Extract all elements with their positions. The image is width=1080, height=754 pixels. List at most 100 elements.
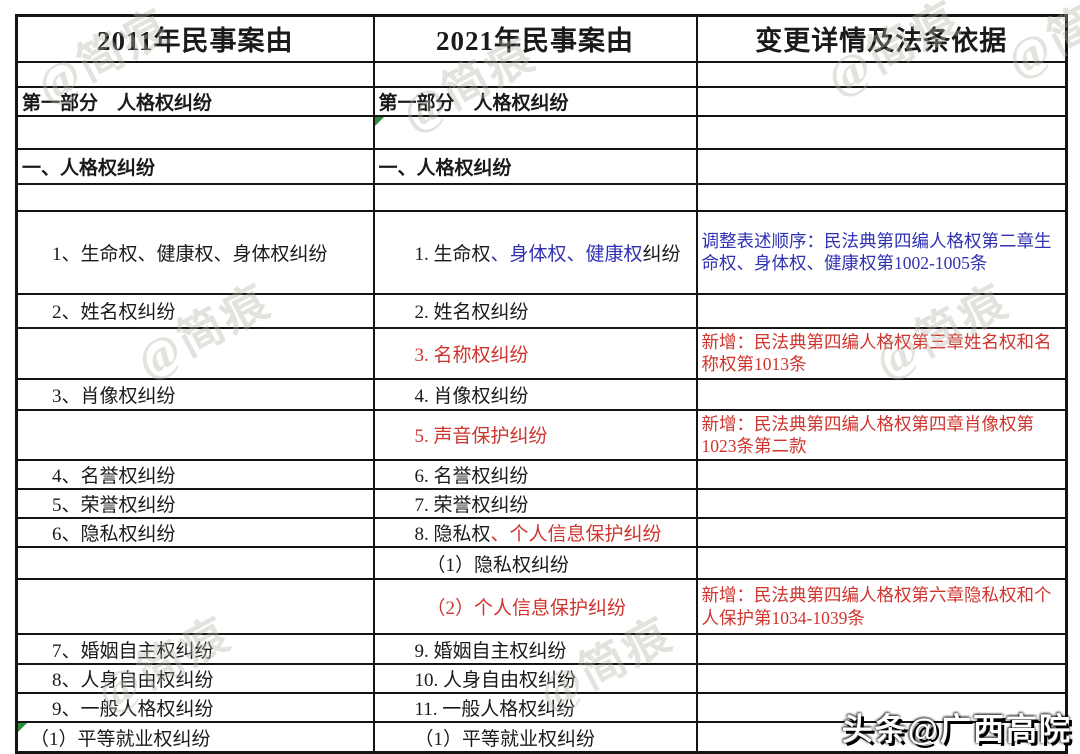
table-cell: 3. 名称权纠纷: [372, 326, 698, 380]
cell-text: 9. 婚姻自主权纠纷: [414, 640, 567, 662]
table-cell: [372, 60, 698, 88]
table-cell: 一、人格权纠纷: [15, 147, 375, 185]
table-row: 4、名誉权纠纷 6. 名誉权纠纷: [15, 459, 1068, 491]
table-cell: 调整表述顺序：民法典第四编人格权第二章生命权、身体权、健康权第1002-1005…: [695, 209, 1068, 295]
table-cell: 2021年民事案由: [372, 14, 698, 63]
table-cell: [15, 546, 375, 581]
table-cell: [695, 147, 1068, 185]
table-cell: [695, 292, 1068, 329]
cell-text: 3、肖像权纠纷: [52, 385, 176, 407]
table-row: （1）平等就业权纠纷 （1）平等就业权纠纷: [15, 721, 1068, 754]
table-row: 第一部分 人格权纠纷 第一部分 人格权纠纷: [15, 85, 1068, 117]
cell-text: 、身体权、健康权: [490, 243, 643, 265]
table-cell: 2、姓名权纠纷: [15, 292, 375, 329]
table-cell: [695, 633, 1068, 666]
cell-text: 3. 名称权纠纷: [414, 344, 529, 366]
table-row: 8、人身自由权纠纷 10. 人身自由权纠纷: [15, 663, 1068, 695]
table-row: 9、一般人格权纠纷 11. 一般人格权纠纷: [15, 692, 1068, 724]
cell-flag-triangle-icon: [18, 724, 27, 733]
table-cell: （1）平等就业权纠纷: [15, 721, 375, 754]
cell-text: 7、婚姻自主权纠纷: [52, 640, 214, 662]
table-row: 3. 名称权纠纷 新增：民法典第四编人格权第三章姓名权和名称权第1013条: [15, 326, 1068, 380]
cell-text: 新增：民法典第四编人格权第三章姓名权和名称权第1013条: [701, 331, 1052, 374]
table-cell: [15, 326, 375, 380]
cell-text: 11. 一般人格权纠纷: [414, 699, 576, 721]
table-cell: [695, 721, 1068, 754]
table-row: （1）隐私权纠纷: [15, 546, 1068, 581]
table-cell: （1）平等就业权纠纷: [372, 721, 698, 754]
table-cell: [695, 377, 1068, 411]
cell-text: （1）平等就业权纠纷: [414, 728, 596, 750]
cell-text: 9、一般人格权纠纷: [52, 699, 214, 721]
table-cell: 6. 名誉权纠纷: [372, 459, 698, 491]
table-cell: 5. 声音保护纠纷: [372, 408, 698, 462]
cell-text: 、个人信息保护纠纷: [490, 524, 662, 546]
table-cell: [15, 60, 375, 88]
table-cell: 4. 肖像权纠纷: [372, 377, 698, 411]
cell-text: 6. 名誉权纠纷: [414, 466, 529, 488]
table-cell: [15, 114, 375, 150]
cell-text: （1）平等就业权纠纷: [30, 728, 211, 750]
table-cell: 11. 一般人格权纠纷: [372, 692, 698, 724]
table-cell: 8. 隐私权、个人信息保护纠纷: [372, 517, 698, 549]
publisher-watermark: 头条@广西高院: [841, 712, 1072, 747]
cell-text: 8、人身自由权纠纷: [52, 670, 214, 692]
cell-text: （1）隐私权纠纷: [426, 554, 570, 576]
table-cell: 9、一般人格权纠纷: [15, 692, 375, 724]
table-row: 3、肖像权纠纷 4. 肖像权纠纷: [15, 377, 1068, 411]
table-row: [15, 60, 1068, 88]
cell-text: 一、人格权纠纷: [22, 157, 156, 179]
table-row: 1、生命权、健康权、身体权纠纷 1. 生命权、身体权、健康权纠纷 调整表述顺序：民法…: [15, 209, 1068, 295]
cell-text: 纠纷: [642, 243, 681, 265]
table-cell: 一、人格权纠纷: [372, 147, 698, 185]
table-cell: 5、荣誉权纠纷: [15, 488, 375, 520]
cell-text: 第一部分 人格权纠纷: [378, 92, 569, 114]
table-row: （2）个人信息保护纠纷 新增：民法典第四编人格权第六章隐私权和个人保护第1034-…: [15, 578, 1068, 636]
table-cell: [372, 114, 698, 150]
cell-text: 5. 声音保护纠纷: [414, 426, 548, 448]
table-cell: 9. 婚姻自主权纠纷: [372, 633, 698, 666]
cell-flag-triangle-icon: [375, 117, 384, 126]
table-cell: [695, 85, 1068, 117]
cell-text: 新增：民法典第四编人格权第四章肖像权第1023条第二款: [701, 413, 1035, 456]
cell-text: 4. 肖像权纠纷: [414, 385, 529, 407]
table-cell: 2011年民事案由: [15, 14, 375, 63]
case-cause-comparison-table: 2011年民事案由 2021年民事案由 变更详情及法条依据 第一部分 人格权纠纷 第一部…: [15, 14, 1068, 754]
cell-text: 1、生命权、健康权、身体权纠纷: [52, 243, 328, 265]
table-cell: 7. 荣誉权纠纷: [372, 488, 698, 520]
table-cell: 新增：民法典第四编人格权第三章姓名权和名称权第1013条: [695, 326, 1068, 380]
table-cell: 6、隐私权纠纷: [15, 517, 375, 549]
table-row: 5、荣誉权纠纷 7. 荣誉权纠纷: [15, 488, 1068, 520]
table-cell: [695, 517, 1068, 549]
table-cell: [695, 488, 1068, 520]
cell-text: 新增：民法典第四编人格权第六章隐私权和个人保护第1034-1039条: [701, 585, 1052, 628]
cell-text: 8. 隐私权: [414, 524, 491, 546]
table-cell: [695, 663, 1068, 695]
cell-text: 2021年民事案由: [436, 26, 634, 57]
table-cell: 变更详情及法条依据: [695, 14, 1068, 63]
table-cell: [695, 182, 1068, 212]
cell-text: 第一部分 人格权纠纷: [22, 92, 213, 114]
table-cell: [695, 546, 1068, 581]
cell-text: 1. 生命权: [414, 243, 491, 265]
table-cell: [695, 60, 1068, 88]
table-cell: 第一部分 人格权纠纷: [15, 85, 375, 117]
cell-text: （2）个人信息保护纠纷: [426, 598, 627, 620]
cell-text: 6、隐私权纠纷: [52, 524, 176, 546]
table-cell: 4、名誉权纠纷: [15, 459, 375, 491]
cell-text: 5、荣誉权纠纷: [52, 495, 176, 517]
table-cell: 1. 生命权、身体权、健康权纠纷: [372, 209, 698, 295]
table-row: 7、婚姻自主权纠纷 9. 婚姻自主权纠纷: [15, 633, 1068, 666]
table-row: 一、人格权纠纷 一、人格权纠纷: [15, 147, 1068, 185]
cell-text: 一、人格权纠纷: [378, 157, 512, 179]
table-cell: 10. 人身自由权纠纷: [372, 663, 698, 695]
table-row: 2011年民事案由 2021年民事案由 变更详情及法条依据: [15, 14, 1068, 63]
table-cell: 新增：民法典第四编人格权第六章隐私权和个人保护第1034-1039条: [695, 578, 1068, 636]
table-row: [15, 114, 1068, 150]
table-row: 6、隐私权纠纷 8. 隐私权、个人信息保护纠纷: [15, 517, 1068, 549]
cell-text: 调整表述顺序：民法典第四编人格权第二章生命权、身体权、健康权第1002-1005…: [701, 230, 1052, 273]
cell-text: 10. 人身自由权纠纷: [414, 670, 577, 692]
table-cell: （1）隐私权纠纷: [372, 546, 698, 581]
table-cell: [15, 578, 375, 636]
table-cell: 第一部分 人格权纠纷: [372, 85, 698, 117]
